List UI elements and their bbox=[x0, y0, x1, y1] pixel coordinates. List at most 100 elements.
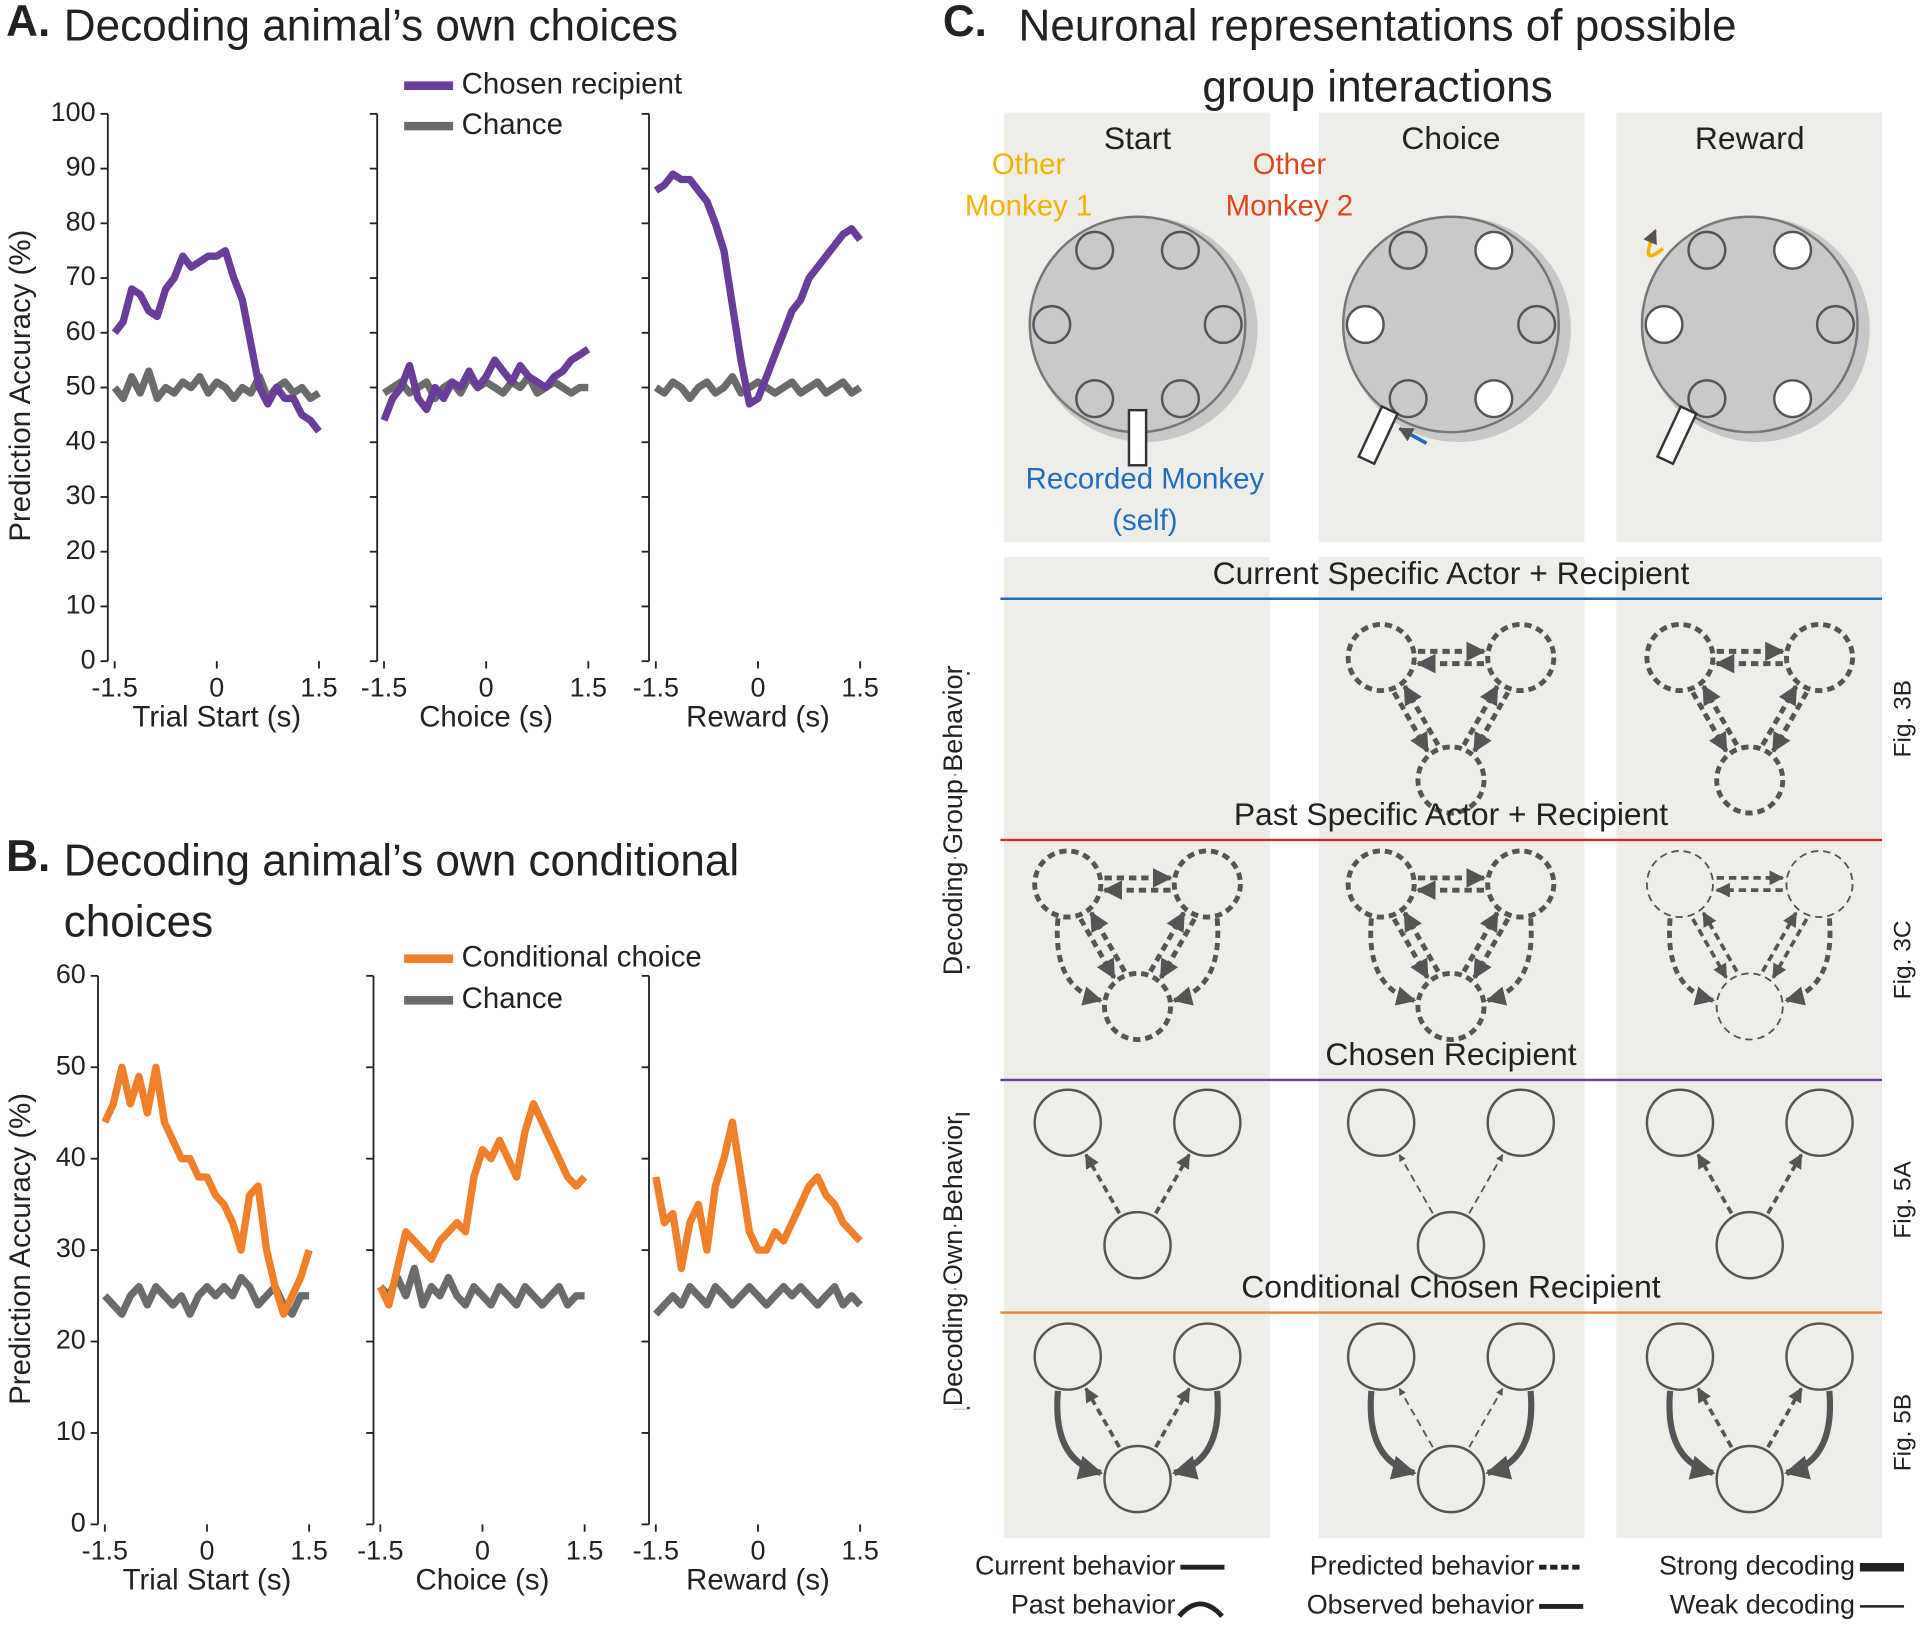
legend-sample bbox=[1177, 1601, 1224, 1618]
edge bbox=[1367, 1390, 1417, 1480]
data-line bbox=[101, 1063, 313, 1318]
edge bbox=[1784, 918, 1833, 1006]
node bbox=[1345, 621, 1417, 694]
node bbox=[1715, 972, 1784, 1041]
x-tick-label: 1.5 bbox=[566, 1536, 603, 1566]
panel-title-box: Decoding animal’s own choices bbox=[64, 0, 678, 50]
x-tick-label: 0 bbox=[750, 1536, 765, 1566]
panel-title-box: Decoding animal’s own conditional choice… bbox=[63, 835, 740, 947]
node bbox=[1485, 621, 1557, 694]
x-tick-label: 0 bbox=[479, 672, 494, 702]
edge bbox=[1461, 911, 1500, 973]
monkey-label: Other Monkey 2 bbox=[1225, 148, 1354, 223]
stage-background bbox=[1318, 557, 1585, 1538]
lever bbox=[1357, 404, 1400, 466]
node bbox=[1032, 848, 1104, 920]
legend-label: Conditional choice bbox=[462, 940, 702, 973]
arena-port bbox=[1388, 230, 1428, 270]
edge bbox=[1154, 1387, 1191, 1449]
node bbox=[1485, 848, 1557, 920]
x-axis-label: Reward (s) bbox=[686, 700, 830, 733]
edge bbox=[1054, 918, 1103, 1006]
x-tick-label: 1.5 bbox=[841, 1536, 878, 1566]
legend-label: Observed behavior bbox=[1307, 1590, 1535, 1620]
x-tick-label: -1.5 bbox=[633, 672, 679, 702]
x-axis-label: Choice (s) bbox=[416, 1564, 550, 1597]
edge bbox=[1485, 1390, 1535, 1480]
monkey-label: Other Monkey 1 bbox=[964, 148, 1093, 223]
x-tick-label: -1.5 bbox=[82, 1536, 128, 1566]
arena-port bbox=[1160, 230, 1200, 270]
arena bbox=[1342, 215, 1560, 434]
stage-label: Choice bbox=[1401, 120, 1500, 156]
arena-port bbox=[1474, 230, 1514, 270]
panel-label: B. bbox=[6, 832, 50, 881]
node bbox=[1103, 1210, 1172, 1280]
arena-port bbox=[1203, 304, 1243, 345]
x-axis-label: Trial Start (s) bbox=[132, 700, 301, 733]
y-tick-label: 0 bbox=[81, 644, 96, 674]
y-tick-label: 30 bbox=[56, 1233, 86, 1263]
node bbox=[1173, 1322, 1242, 1391]
data-line bbox=[653, 1283, 863, 1317]
x-tick-label: 0 bbox=[475, 1536, 490, 1566]
edge bbox=[1078, 917, 1117, 980]
node bbox=[1416, 1444, 1486, 1514]
arena-port bbox=[1772, 379, 1813, 419]
row-title: Current Specific Actor + Recipient bbox=[1213, 555, 1690, 591]
node bbox=[1033, 1088, 1103, 1158]
node bbox=[1645, 1088, 1715, 1158]
edge bbox=[1402, 684, 1441, 747]
monkey-label-box: Other Monkey 1 bbox=[964, 148, 1093, 223]
figure-ref: Fig. 5B bbox=[1889, 1394, 1916, 1472]
edge bbox=[1771, 691, 1809, 753]
diagram-title: Neuronal representations of possible gro… bbox=[1018, 0, 1737, 112]
row-title: Chosen Recipient bbox=[1325, 1036, 1576, 1072]
y-tick-label: 70 bbox=[66, 261, 96, 291]
node bbox=[1346, 1088, 1416, 1158]
edge bbox=[1391, 917, 1430, 980]
arena-port bbox=[1388, 379, 1428, 419]
x-axis-label: Trial Start (s) bbox=[123, 1564, 292, 1597]
lever bbox=[1655, 404, 1698, 466]
data-line bbox=[380, 346, 591, 422]
data-line bbox=[111, 247, 322, 434]
node bbox=[1784, 621, 1856, 694]
x-tick-label: 0 bbox=[200, 1536, 215, 1566]
node bbox=[1346, 1322, 1416, 1391]
edge bbox=[1084, 1387, 1121, 1449]
node bbox=[1102, 970, 1174, 1042]
edge bbox=[1766, 1387, 1803, 1449]
legend-label: Current behavior bbox=[975, 1550, 1176, 1580]
x-tick-label: 0 bbox=[209, 672, 224, 702]
edge bbox=[1158, 917, 1197, 980]
edge bbox=[1701, 684, 1739, 747]
monkey-label: Recorded Monkey (self) bbox=[1025, 462, 1265, 538]
stage-label: Start bbox=[1104, 120, 1171, 156]
bracket bbox=[953, 672, 970, 969]
node bbox=[1103, 1444, 1172, 1514]
data-line bbox=[652, 1118, 863, 1273]
x-tick-label: 1.5 bbox=[300, 672, 337, 702]
edge bbox=[1368, 918, 1417, 1006]
arena bbox=[1640, 215, 1859, 434]
y-tick-label: 40 bbox=[56, 1142, 86, 1172]
row-title: Conditional Chosen Recipient bbox=[1241, 1269, 1660, 1305]
arena-port bbox=[1474, 379, 1514, 419]
x-axis-label: Reward (s) bbox=[686, 1564, 830, 1597]
node bbox=[1486, 1088, 1556, 1158]
x-tick-label: -1.5 bbox=[361, 672, 407, 702]
stage-background bbox=[1616, 557, 1882, 1538]
edge bbox=[1054, 1390, 1104, 1480]
edge bbox=[1784, 1390, 1834, 1480]
edge bbox=[1701, 911, 1739, 973]
x-tick-label: -1.5 bbox=[91, 672, 137, 702]
legend-label: Predicted behavior bbox=[1310, 1550, 1535, 1580]
edge bbox=[1398, 1387, 1434, 1448]
edge bbox=[1084, 1153, 1121, 1215]
node bbox=[1785, 1088, 1854, 1158]
legend-label: Strong decoding bbox=[1659, 1550, 1855, 1580]
panel-title: Decoding animal’s own conditional choice… bbox=[63, 835, 740, 947]
arena-port bbox=[1687, 379, 1727, 419]
